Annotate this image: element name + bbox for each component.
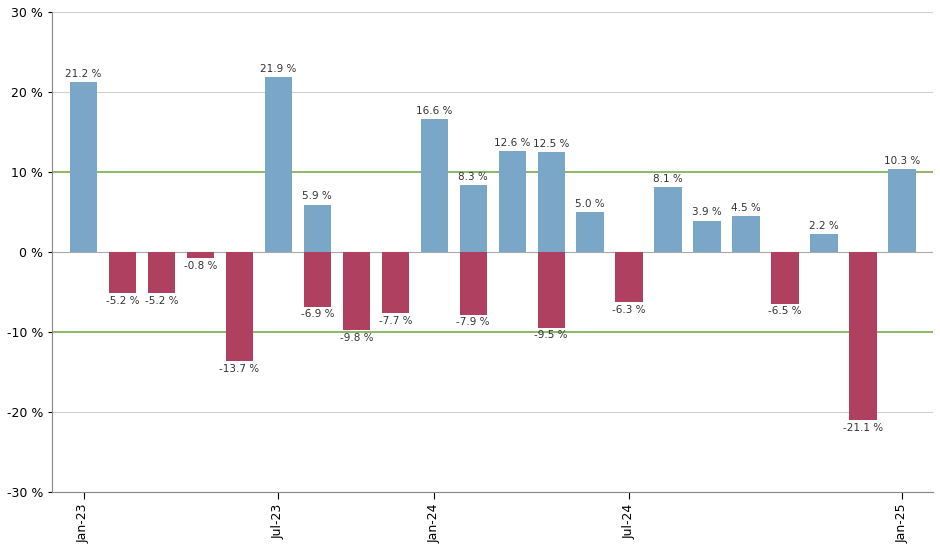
Bar — [148, 252, 175, 293]
Text: -5.2 %: -5.2 % — [145, 296, 179, 306]
Text: 3.9 %: 3.9 % — [692, 207, 722, 217]
Text: 12.5 %: 12.5 % — [533, 139, 570, 148]
Bar — [810, 234, 838, 252]
Text: 21.2 %: 21.2 % — [66, 69, 102, 79]
Text: -13.7 %: -13.7 % — [219, 364, 259, 373]
Text: 5.9 %: 5.9 % — [303, 191, 332, 201]
Bar — [616, 252, 643, 302]
Text: 12.6 %: 12.6 % — [494, 138, 530, 148]
Text: -5.2 %: -5.2 % — [105, 296, 139, 306]
Bar — [538, 152, 565, 252]
Text: -9.5 %: -9.5 % — [535, 330, 568, 340]
Bar — [849, 252, 876, 420]
Text: -6.9 %: -6.9 % — [301, 309, 334, 320]
Bar — [187, 252, 214, 258]
Bar — [888, 169, 916, 252]
Text: 8.3 %: 8.3 % — [459, 172, 488, 182]
Bar — [460, 185, 487, 252]
Text: 16.6 %: 16.6 % — [416, 106, 452, 116]
Bar — [538, 252, 565, 328]
Text: 5.0 %: 5.0 % — [575, 199, 605, 208]
Bar — [460, 252, 487, 315]
Bar — [109, 252, 136, 293]
Bar — [732, 216, 760, 252]
Bar — [382, 252, 409, 314]
Bar — [343, 252, 370, 330]
Bar — [654, 187, 682, 252]
Text: 4.5 %: 4.5 % — [731, 202, 760, 213]
Text: -0.8 %: -0.8 % — [183, 261, 217, 271]
Text: -7.9 %: -7.9 % — [457, 317, 490, 327]
Text: -21.1 %: -21.1 % — [843, 423, 883, 433]
Bar — [576, 212, 603, 252]
Text: 8.1 %: 8.1 % — [653, 174, 683, 184]
Text: 2.2 %: 2.2 % — [809, 221, 838, 231]
Text: -7.7 %: -7.7 % — [379, 316, 412, 326]
Bar — [498, 151, 525, 252]
Bar — [694, 221, 721, 252]
Bar — [420, 119, 447, 252]
Bar — [70, 82, 97, 252]
Text: -6.5 %: -6.5 % — [768, 306, 802, 316]
Text: -6.3 %: -6.3 % — [612, 305, 646, 315]
Text: 21.9 %: 21.9 % — [260, 63, 296, 74]
Text: 10.3 %: 10.3 % — [884, 156, 920, 166]
Bar — [304, 205, 331, 252]
Text: -9.8 %: -9.8 % — [339, 333, 373, 343]
Bar — [265, 76, 292, 252]
Bar — [304, 252, 331, 307]
Bar — [772, 252, 799, 304]
Bar — [226, 252, 253, 361]
